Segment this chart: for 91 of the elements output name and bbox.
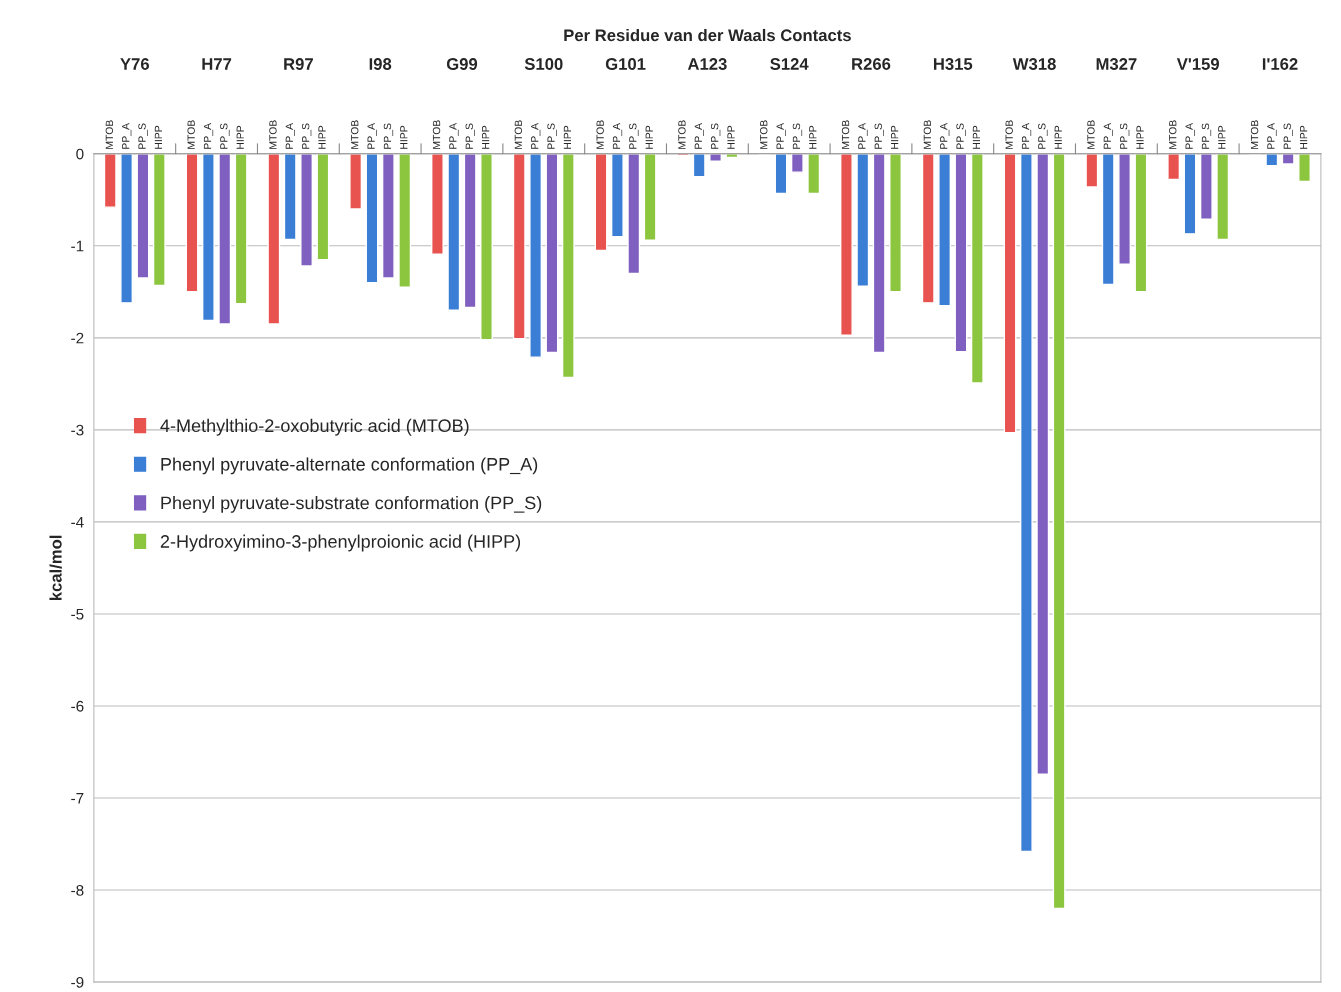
text: HIPP [482, 125, 490, 149]
y-tick-label: 0 [76, 148, 84, 160]
text: PP_A [858, 123, 868, 149]
text: PP_S [383, 123, 394, 149]
x-tick-label: I98 [369, 58, 392, 70]
text: HIPP [154, 125, 162, 149]
text: HIPP [809, 125, 817, 149]
text: PP_S [874, 123, 884, 149]
legend-label: Phenyl pyruvate-substrate conformation (PP_S) [161, 496, 542, 513]
legend-label: 4-Methylthio-2-oxobutyric acid (MTOB) [160, 418, 469, 436]
text: PP_A [1103, 123, 1113, 149]
text: HIPP [1136, 125, 1144, 149]
y-tick-label: -9 [71, 976, 84, 988]
text: MTOB [760, 120, 768, 149]
legend-label: Phenyl pyruvate-alternate conformation (PP_A) [161, 457, 538, 475]
y-tick-label: -6 [71, 700, 84, 712]
text: HIPP [972, 125, 981, 149]
text: PP_A [122, 123, 132, 149]
text: PP_S [1038, 123, 1048, 149]
text: HIPP [1054, 125, 1062, 149]
text: MTOB [105, 120, 114, 149]
text: PP_A [285, 123, 295, 149]
x-tick-label: G99 [446, 58, 478, 70]
text: PP_S [1201, 123, 1212, 149]
text: MTOB [187, 120, 195, 149]
y-tick-label: -3 [71, 424, 84, 436]
y-tick-label: -4 [71, 516, 84, 528]
x-tick-label: S124 [770, 58, 809, 70]
text: HIPP [1218, 125, 1226, 149]
y-tick-label: -2 [71, 332, 84, 344]
text: HIPP [400, 125, 408, 149]
text: HIPP [891, 125, 899, 149]
text: PP_A [612, 123, 623, 149]
x-tick-label: I'162 [1262, 58, 1298, 70]
text: HIPP [318, 125, 326, 149]
text: PP_A [1185, 123, 1195, 149]
text: PP_S [138, 123, 148, 149]
text: PP_S [956, 123, 966, 149]
x-tick-label: G101 [605, 58, 646, 70]
text: PP_S [792, 123, 803, 149]
text: MTOB [1087, 120, 1095, 149]
text: PP_A [203, 123, 214, 149]
y-tick-label: -1 [71, 240, 84, 252]
text: PP_S [465, 123, 475, 149]
text: MTOB [514, 120, 523, 149]
y-tick-label: -8 [71, 884, 84, 896]
text: PP_A [1267, 123, 1277, 149]
text: PP_A [367, 123, 377, 149]
text: MTOB [432, 120, 441, 149]
text: PP_S [547, 123, 557, 149]
text: MTOB [1005, 120, 1013, 149]
legend-label: 2-Hydroxyimino-3-phenylproionic acid (HIPP) [160, 534, 521, 552]
x-tick-label: H315 [933, 58, 973, 70]
text: HIPP [236, 125, 244, 149]
x-tick-label: H77 [202, 58, 232, 70]
text: PP_A [694, 123, 704, 149]
text: MTOB [269, 120, 277, 149]
x-tick-label: M327 [1096, 58, 1137, 70]
text: HIPP [645, 125, 653, 149]
text: PP_A [940, 123, 950, 149]
text: PP_A [449, 123, 459, 149]
text: MTOB [1169, 120, 1177, 149]
text: HIPP [1300, 125, 1308, 149]
text: MTOB [351, 120, 359, 149]
text: MTOB [596, 120, 604, 149]
text: PP_A [776, 123, 786, 149]
text: HIPP [727, 125, 735, 149]
text: PP_S [1283, 123, 1293, 149]
chart-title: Per Residue van der Waals Contacts [564, 28, 851, 42]
y-tick-label: -7 [71, 793, 84, 804]
text: PP_S [710, 123, 721, 149]
text: PP_S [301, 123, 312, 149]
y-tick-label: -5 [71, 608, 84, 620]
x-tick-label: W318 [1012, 58, 1056, 70]
x-tick-label: A123 [687, 58, 727, 70]
x-tick-label: R97 [284, 58, 313, 70]
x-tick-label: V'159 [1176, 58, 1220, 70]
text: PP_A [1021, 123, 1032, 149]
x-tick-label: R266 [852, 58, 891, 70]
text: HIPP [563, 125, 572, 149]
text: MTOB [678, 120, 686, 149]
text: MTOB [841, 120, 850, 149]
text: MTOB [923, 120, 932, 149]
text: PP_A [531, 123, 541, 149]
text: PP_S [629, 123, 639, 149]
x-tick-label: Y76 [120, 58, 149, 70]
text: MTOB [1250, 120, 1259, 149]
text: PP_S [1119, 123, 1130, 149]
y-axis-title: kcal/mol [49, 535, 62, 601]
x-tick-label: S100 [524, 58, 563, 70]
text: PP_S [220, 123, 230, 149]
